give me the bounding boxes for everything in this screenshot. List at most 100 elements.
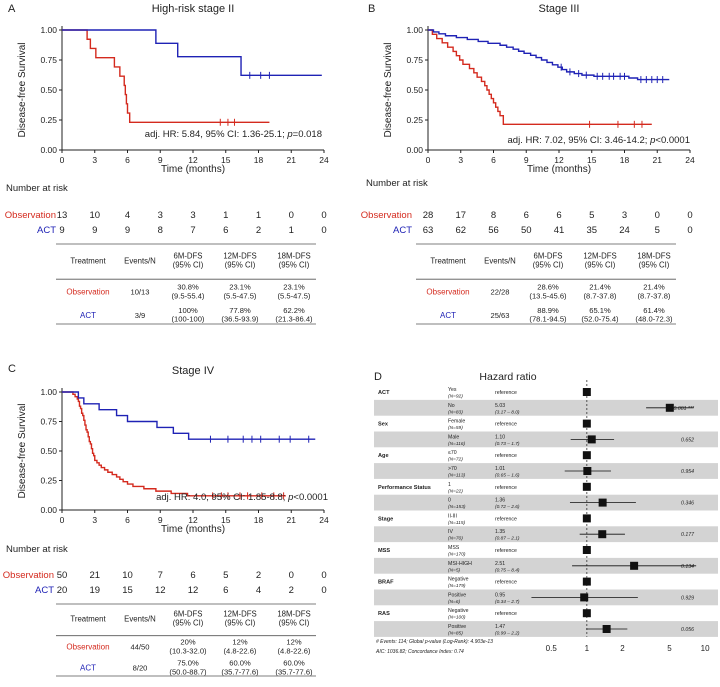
y-tick-label: 0.00 (40, 145, 57, 155)
forest-estimate: 1.01 (495, 466, 505, 472)
forest-estimate: 2.51 (495, 561, 505, 567)
forest-estimate: reference (495, 453, 517, 459)
risk-count: 12 (155, 585, 166, 596)
y-tick-label: 0.50 (40, 446, 57, 456)
forest-estimate: reference (495, 548, 517, 554)
forest-ci: (0.99 – 2.2) (495, 631, 520, 637)
forest-n: (N=59) (448, 425, 463, 431)
risk-count: 15 (122, 585, 133, 596)
y-axis-label: Disease-free Survival (383, 42, 394, 137)
risk-count: 5 (589, 210, 594, 221)
panel-letter: A (8, 3, 16, 15)
forest-variable: ACT (378, 390, 390, 396)
forest-variable: Stage (378, 516, 393, 522)
risk-group-label: Observation (3, 570, 54, 581)
x-tick-label: 24 (319, 155, 329, 165)
risk-count: 2 (256, 225, 261, 236)
table-cell: 12% (4.8-22.6) (278, 638, 311, 656)
table-header: 12M-DFS (95% CI) (223, 610, 256, 628)
x-tick-label: 15 (221, 515, 231, 525)
forest-point (602, 625, 611, 633)
forest-point (583, 467, 592, 475)
table-cell: 60.0% (35.7-77.6) (221, 659, 259, 677)
row-band (374, 463, 718, 479)
table-cell: 21.4% (8.7-37.8) (638, 283, 671, 301)
risk-table-title: Number at risk (6, 544, 68, 555)
risk-count: 3 (190, 210, 195, 221)
forest-n: (N=22) (448, 488, 463, 494)
forest-n: (N=113) (448, 473, 466, 479)
forest-point (587, 435, 596, 444)
risk-group-label: Observation (5, 210, 56, 221)
forest-level: IV (448, 529, 453, 535)
risk-count: 0 (321, 585, 326, 596)
risk-count: 5 (655, 225, 660, 236)
panel-letter: C (8, 363, 16, 375)
y-tick-label: 0.25 (40, 115, 57, 125)
forest-point (582, 451, 591, 460)
forest-level: MSI-HIGH (448, 561, 472, 567)
panel-a-svg: A High-risk stage II 0.00 0.25 0.50 0.75 1.00 0… (5, 3, 329, 325)
risk-count: 21 (89, 570, 100, 581)
risk-count: 6 (223, 225, 228, 236)
risk-count: 2 (289, 585, 294, 596)
risk-count: 13 (57, 210, 68, 221)
forest-estimate: 1.36 (495, 498, 505, 504)
km-curve-observation (62, 391, 286, 497)
forest-variable: Performance Status (378, 485, 431, 491)
table-cell: 8/20 (133, 664, 148, 673)
x-tick-label: 24 (319, 515, 329, 525)
risk-count: 9 (125, 225, 130, 236)
risk-count: 4 (256, 585, 261, 596)
risk-count: 5 (223, 570, 228, 581)
forest-ci: (0.65 – 1.6) (495, 473, 520, 479)
x-tick-label: 21 (287, 515, 297, 525)
hr-annotation: adj. HR: 7.02, 95% CI: 3.46-14.2; p<0.00… (508, 135, 691, 146)
forest-p: 0.134 (681, 564, 694, 570)
risk-count: 0 (321, 210, 326, 221)
row-band (374, 399, 718, 416)
forest-point (582, 514, 591, 523)
risk-count: 1 (289, 225, 294, 236)
y-tick-label: 0.75 (40, 417, 57, 427)
chart-title: Stage IV (172, 365, 215, 377)
table-header: 6M-DFS (95% CI) (173, 251, 204, 269)
risk-count: 4 (125, 210, 130, 221)
x-tick-label: 0 (426, 155, 431, 165)
forest-level: Male (448, 434, 459, 440)
km-curve-observation (428, 29, 652, 126)
forest-level: Female (448, 419, 465, 425)
panel-letter: B (368, 3, 375, 15)
risk-count: 50 (57, 570, 68, 581)
risk-group-label: ACT (35, 585, 54, 596)
chart-title: Hazard ratio (479, 371, 536, 383)
panel-letter: D (374, 371, 382, 383)
risk-count: 1 (256, 210, 261, 221)
risk-count: 17 (455, 210, 466, 221)
km-curve-observation (62, 29, 270, 123)
x-axis-label: Time (months) (161, 164, 225, 175)
panel-c-svg: C Stage IV 0.00 0.25 0.50 0.75 1.00 0 3 6 9 12 15 18 2… (3, 363, 329, 677)
risk-count: 24 (619, 225, 630, 236)
km-curve-act (62, 29, 322, 77)
y-tick-label: 0.25 (40, 476, 57, 486)
y-tick-label: 0.00 (406, 145, 423, 155)
risk-count: 6 (223, 585, 228, 596)
table-header: 6M-DFS (95% CI) (173, 610, 204, 628)
forest-estimate: reference (495, 611, 517, 617)
table-cell: 23.1% (5.5-47.5) (278, 283, 311, 301)
forest-point (580, 593, 589, 602)
table-header: 6M-DFS (95% CI) (533, 251, 564, 269)
forest-p: <0.001 *** (670, 406, 694, 412)
table-header: Treatment (430, 256, 466, 265)
forest-ci: (0.87 – 2.1) (495, 536, 520, 542)
forest-level: Positive (448, 592, 466, 598)
forest-n: (N=83) (448, 409, 463, 415)
forest-variable: MSS (378, 548, 390, 554)
y-tick-label: 1.00 (40, 387, 57, 397)
table-group-label: ACT (80, 664, 96, 673)
km-curve-act (428, 29, 670, 81)
table-group-label: ACT (440, 311, 456, 320)
forest-estimate: 1.10 (495, 434, 505, 440)
